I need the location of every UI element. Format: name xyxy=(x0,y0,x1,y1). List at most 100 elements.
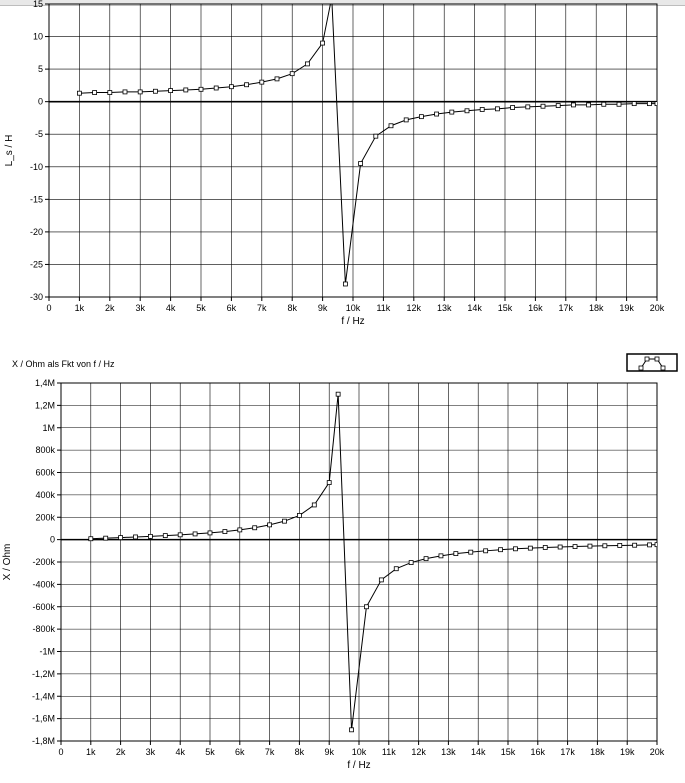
series-preview-icon xyxy=(638,356,666,371)
top-y-tick-label: -10 xyxy=(30,162,43,172)
bottom-data-point xyxy=(453,551,459,557)
bottom-data-point xyxy=(513,546,518,552)
top-series-line xyxy=(79,4,657,285)
bottom-data-point xyxy=(192,531,198,537)
top-x-tick-label: 14k xyxy=(467,303,482,313)
top-data-point xyxy=(168,88,174,93)
bottom-data-point xyxy=(282,518,287,524)
bottom-data-point xyxy=(654,542,657,548)
bottom-y-tick-label: 400k xyxy=(35,490,55,500)
top-data-point xyxy=(259,79,265,85)
top-data-point xyxy=(137,89,143,95)
bottom-data-point xyxy=(587,543,593,549)
top-y-axis-label: L_s / H xyxy=(4,135,15,167)
top-data-point xyxy=(320,40,326,46)
bottom-y-tick-label: -800k xyxy=(32,624,55,634)
bottom-data-point xyxy=(177,532,183,538)
top-data-point xyxy=(449,109,455,115)
bottom-x-tick-label: 2k xyxy=(116,747,126,757)
bottom-x-tick-label: 16k xyxy=(531,747,546,757)
top-data-point xyxy=(418,114,424,120)
top-x-tick-label: 11k xyxy=(376,303,390,313)
top-data-point xyxy=(342,281,348,287)
top-data-point xyxy=(616,101,622,107)
bottom-y-axis-label: X / Ohm xyxy=(2,544,13,581)
top-x-tick-label: 10k xyxy=(346,303,361,313)
bottom-data-point xyxy=(133,534,138,540)
top-y-tick-label: -20 xyxy=(30,227,43,237)
top-data-point xyxy=(586,102,591,108)
top-data-point xyxy=(510,105,516,110)
top-data-point xyxy=(373,133,379,139)
bottom-data-point xyxy=(557,544,563,550)
bottom-y-tick-label: 1,2M xyxy=(35,400,55,410)
window-top-bar xyxy=(0,0,685,6)
bottom-data-point xyxy=(617,543,623,548)
top-data-point xyxy=(388,123,394,129)
top-data-point xyxy=(540,103,546,109)
bottom-data-point xyxy=(88,536,94,542)
bottom-data-point xyxy=(498,547,503,553)
bottom-data-point xyxy=(423,556,429,562)
top-x-tick-label: 17k xyxy=(559,303,574,313)
top-data-point xyxy=(152,88,158,94)
top-data-point xyxy=(304,61,310,67)
top-data-point xyxy=(464,108,470,114)
bottom-data-point xyxy=(296,513,302,518)
bottom-y-tick-label: -600k xyxy=(32,602,55,612)
top-data-point xyxy=(92,90,97,95)
bottom-data-point xyxy=(438,553,444,559)
bottom-data-point xyxy=(393,566,399,572)
bottom-x-tick-label: 9k xyxy=(324,747,334,757)
bottom-x-tick-label: 3k xyxy=(146,747,156,757)
bottom-data-point xyxy=(267,522,273,528)
bottom-data-point xyxy=(326,480,332,485)
bottom-data-point xyxy=(237,527,243,533)
bottom-data-point xyxy=(335,391,341,397)
top-plot-frame xyxy=(48,3,658,298)
bottom-data-point xyxy=(572,544,578,549)
top-data-point xyxy=(494,106,500,112)
top-data-point xyxy=(77,90,82,96)
bottom-data-point xyxy=(207,530,213,536)
top-data-point xyxy=(107,90,113,95)
bottom-data-point xyxy=(222,529,228,534)
top-chart: 0 1k 2k 3k 4k 5k 6k 7k 8k 9k 10k 11k 12k 13k 14k 15k 16k… xyxy=(4,0,665,327)
bottom-x-tick-label: 8k xyxy=(295,747,305,757)
bottom-y-tick-label: -400k xyxy=(32,579,55,589)
top-x-tick-label: 19k xyxy=(619,303,634,313)
top-data-point xyxy=(434,111,440,117)
bottom-x-tick-label: 4k xyxy=(175,747,185,757)
bottom-data-point xyxy=(311,502,317,508)
bottom-y-tick-label: -1,2M xyxy=(32,669,55,679)
top-x-tick-label: 3k xyxy=(135,303,145,313)
legend-button[interactable] xyxy=(626,353,678,372)
bottom-chart-title: X / Ohm als Fkt von f / Hz xyxy=(12,359,115,369)
top-data-point xyxy=(244,82,250,88)
bottom-x-tick-label: 7k xyxy=(265,747,275,757)
bottom-x-tick-label: 5k xyxy=(205,747,215,757)
bottom-chart: 0 1k 2k 3k 4k 5k 6k 7k 8k 9k 10k 11k 12k 13k 14k 15k 16k… xyxy=(2,378,665,771)
top-data-point xyxy=(274,76,280,82)
top-data-point xyxy=(525,104,531,110)
bottom-x-axis-label: f / Hz xyxy=(347,760,370,771)
bottom-y-tick-label: -1,8M xyxy=(32,736,55,746)
bottom-y-tick-label: 1,4M xyxy=(35,378,55,388)
bottom-x-tick-label: 18k xyxy=(590,747,605,757)
bottom-y-tick-label: -1,4M xyxy=(32,691,55,701)
bottom-x-tick-label: 20k xyxy=(650,747,665,757)
top-x-tick-label: 9k xyxy=(318,303,328,313)
bottom-data-point xyxy=(162,533,168,538)
top-data-point xyxy=(571,102,576,108)
top-x-tick-label: 7k xyxy=(257,303,267,313)
bottom-x-tick-label: 15k xyxy=(501,747,516,757)
top-x-tick-label: 6k xyxy=(227,303,237,313)
top-data-point xyxy=(654,101,657,107)
bottom-series xyxy=(88,391,657,733)
top-data-point xyxy=(122,89,128,95)
bottom-x-tick-label: 10k xyxy=(352,747,367,757)
bottom-y-tick-label: 1M xyxy=(42,423,55,433)
top-y-tick-label: 10 xyxy=(33,32,43,42)
top-series xyxy=(77,4,657,287)
bottom-x-tick-label: 6k xyxy=(235,747,245,757)
